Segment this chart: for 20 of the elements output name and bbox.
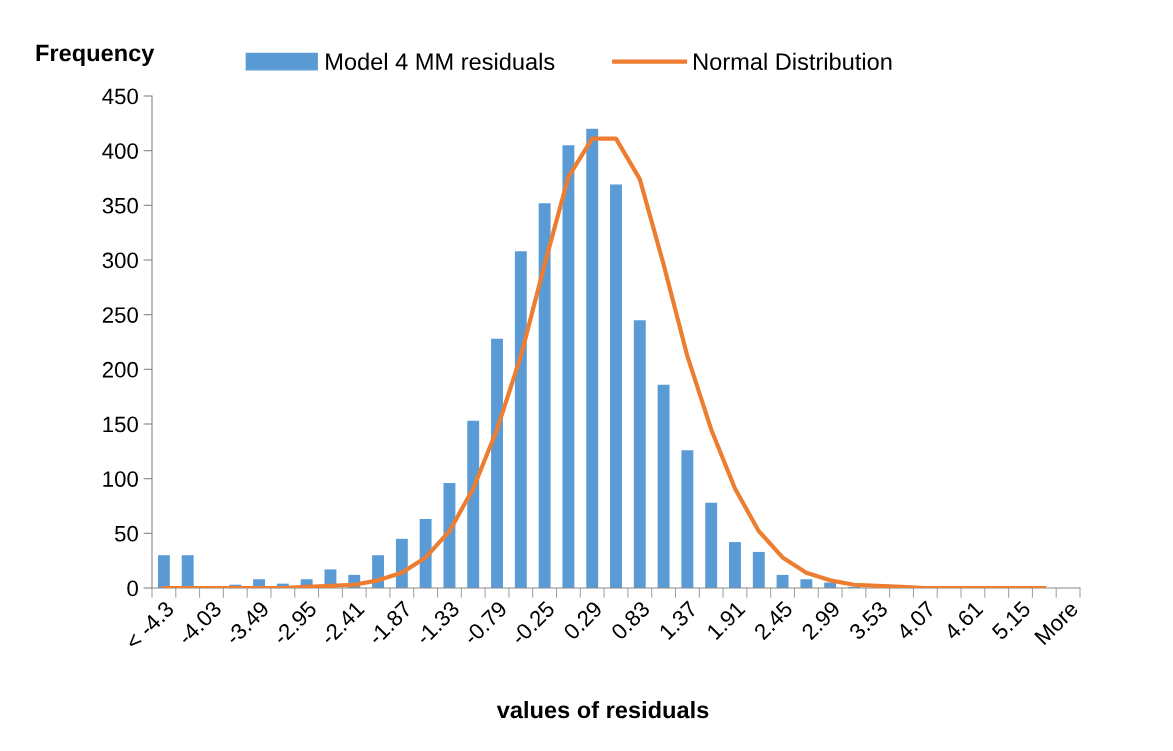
x-tick-label: 0.29 — [562, 600, 604, 641]
y-tick-label: 400 — [102, 143, 138, 159]
legend-label: Model 4 MM residuals — [326, 52, 555, 71]
y-tick-label: 450 — [102, 88, 138, 105]
y-tick-label: 250 — [102, 307, 138, 323]
y-tick-label: 150 — [103, 416, 138, 433]
y-tick-label: 100 — [103, 471, 138, 487]
y-tick-label: 300 — [102, 252, 138, 269]
x-tick-label: 3.53 — [848, 600, 889, 641]
x-tick-label: 4.61 — [943, 600, 984, 641]
y-tick-label: 200 — [102, 361, 138, 378]
y-tick-label: 0 — [127, 580, 138, 597]
legend-label: Normal Distribution — [694, 52, 892, 71]
x-axis-title: values of residuals — [496, 700, 709, 719]
y-tick-label: 350 — [102, 197, 138, 214]
y-tick-label: 50 — [114, 525, 138, 542]
y-axis-title: Frequency — [36, 44, 155, 67]
x-tick-label: < -4.3 — [124, 600, 175, 651]
x-tick-label: 0.83 — [610, 600, 651, 641]
x-tick-label: 1.91 — [706, 600, 746, 641]
